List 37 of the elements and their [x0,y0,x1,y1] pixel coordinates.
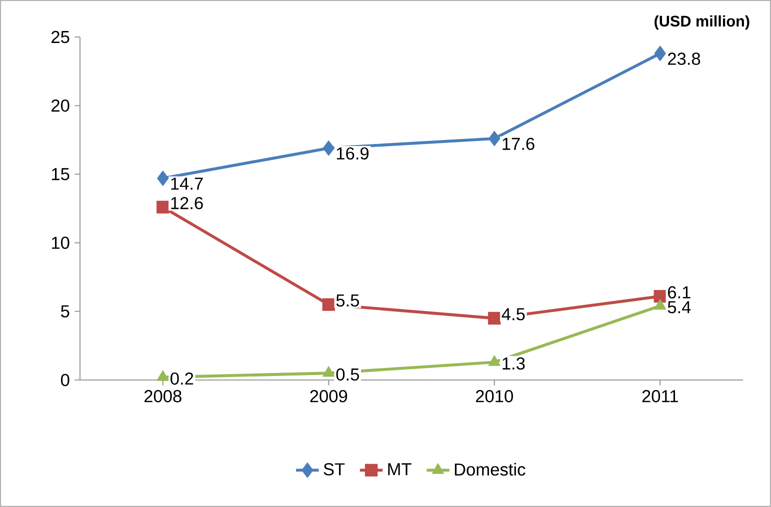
y-tick-label: 5 [61,305,70,318]
data-label: 4.5 [502,308,525,320]
data-label: 1.3 [502,357,525,370]
data-label: 12.6 [171,196,203,210]
data-label: 23.8 [668,52,700,65]
legend-label: ST [324,463,345,476]
data-label: 14.7 [171,178,203,190]
point [322,140,334,156]
point [488,355,500,366]
data-label: 0.5 [336,368,359,381]
x-tick-label: 2011 [642,390,678,402]
point [488,312,501,325]
data-label: 17.6 [502,138,534,150]
point [322,366,335,377]
legend-label: MT [388,463,412,476]
y-tick-label: 20 [52,99,70,112]
x-tick-label: 2010 [476,390,513,402]
data-label: 5.4 [668,301,691,314]
data-label: 0.2 [170,372,194,385]
data-label: 5.5 [336,294,359,307]
point [488,130,500,146]
y-tick-label: 10 [52,236,70,249]
point [322,298,335,311]
y-tick-label: 25 [52,30,70,44]
point [156,370,169,381]
data-label: 6.1 [668,286,690,298]
point [654,46,666,62]
data-label: 16.9 [336,147,369,160]
legend-label: Domestic [454,462,526,476]
y-tick-label: 0 [60,374,70,386]
point [157,170,169,186]
y-tick-label: 15 [52,168,70,180]
point [654,298,666,310]
point [156,200,170,214]
y-axis-title: (USD million) [654,15,750,30]
x-tick-label: 2008 [144,390,182,402]
x-tick-label: 2009 [310,390,348,402]
